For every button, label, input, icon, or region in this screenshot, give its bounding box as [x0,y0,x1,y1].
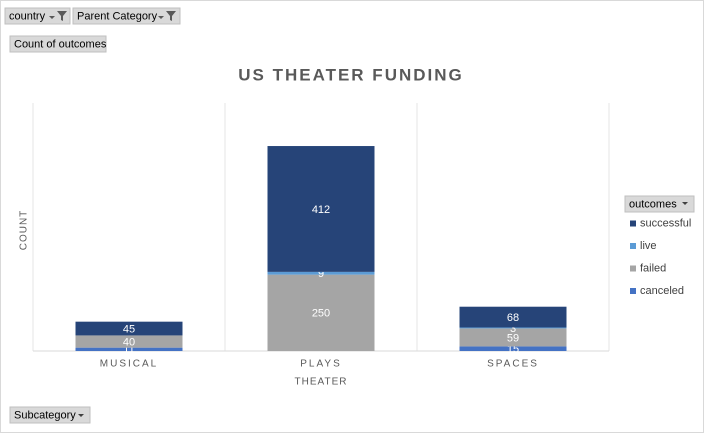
legend-label: canceled [640,285,684,297]
filter-label[interactable]: country [9,10,46,22]
bar-segment [459,306,567,328]
data-label: 9 [318,268,324,280]
data-label: 45 [123,323,135,335]
bar-segment [75,335,183,348]
x-tick-label: SPACES [487,359,539,370]
x-axis-label: THEATER [295,377,348,388]
dropdown-icon[interactable] [78,414,84,417]
bar-segment [267,274,375,351]
legend-field-button[interactable] [624,195,695,213]
bar-segment [75,321,183,336]
legend-swatch [630,288,636,294]
data-label: 11 [123,344,134,356]
legend-swatch [630,265,636,272]
legend-title[interactable]: outcomes [629,198,677,210]
legend-label: successful [640,217,691,229]
filter-button[interactable] [72,7,181,25]
value-field-label[interactable]: Count of outcomes [14,38,107,50]
legend-swatch [630,220,636,227]
x-tick-label: PLAYS [300,359,342,370]
bar-segment [267,146,375,272]
bar-segment [75,347,183,351]
x-tick-label: MUSICAL [100,359,158,370]
axis-field-button[interactable] [9,406,91,424]
legend-label: live [640,240,657,252]
data-label: 59 [507,332,519,344]
filter-icon[interactable] [158,11,176,21]
bar-segment [267,271,375,275]
bar-segment [459,346,567,351]
data-label: 15 [507,344,519,356]
bar-segment [459,328,567,347]
y-axis-label: COUNT [19,210,30,251]
legend-swatch [630,243,636,249]
filter-label[interactable]: Parent Category [77,10,158,22]
data-label: 412 [312,204,330,216]
data-label: 68 [507,312,519,324]
filter-button[interactable] [4,7,71,25]
data-label: 40 [123,336,135,348]
data-label: 250 [312,308,330,320]
dropdown-icon[interactable] [682,202,688,205]
value-field-button[interactable] [9,35,107,53]
filter-icon[interactable] [49,11,67,21]
axis-field-label[interactable]: Subcategory [14,409,76,421]
bar-segment [459,327,567,329]
data-label: 3 [510,323,516,335]
legend-label: failed [640,262,666,274]
chart-title: US THEATER FUNDING [238,65,464,84]
